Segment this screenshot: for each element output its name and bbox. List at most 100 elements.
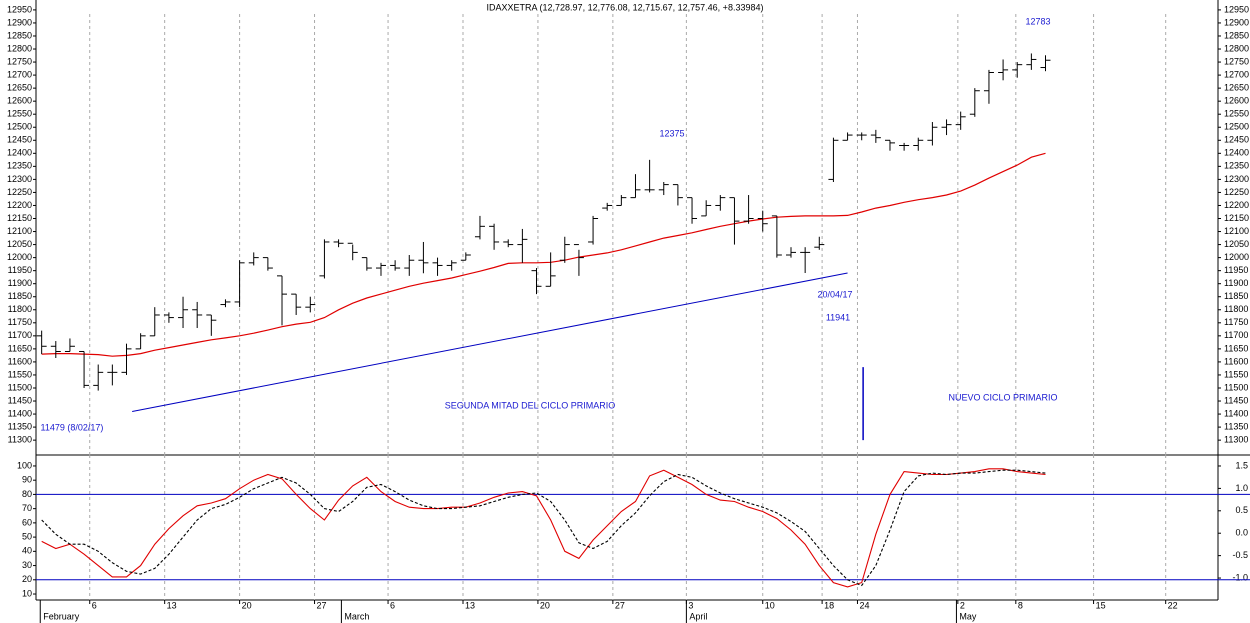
y2-tick-label: 11850: [1224, 291, 1248, 301]
x-tick-label: 24: [859, 600, 869, 610]
y-tick-label: 70: [22, 503, 32, 513]
y-tick-label: 12850: [7, 30, 32, 40]
y-tick-label: 90: [22, 475, 32, 485]
y2-tick-label: 11900: [1224, 278, 1248, 288]
x-tick-label: 20: [540, 600, 550, 610]
moving-average: [41, 152, 1046, 357]
y2-tick-label: 0.0: [1235, 528, 1248, 538]
y2-tick-label: 12700: [1224, 69, 1249, 79]
x-tick-label: 22: [1168, 600, 1178, 610]
y-tick-label: 30: [22, 560, 32, 570]
x-tick-label: 13: [465, 600, 475, 610]
y-tick-label: 11750: [8, 317, 32, 327]
y-tick-label: 12150: [7, 213, 32, 223]
month-label: March: [344, 611, 369, 621]
y-tick-label: 11850: [8, 291, 32, 301]
annotation: SEGUNDA MITAD DEL CICLO PRIMARIO: [445, 400, 616, 410]
y2-tick-label: 11400: [1224, 408, 1248, 418]
y2-tick-label: -1.0: [1232, 572, 1248, 582]
y2-tick-label: 1.5: [1235, 460, 1248, 470]
y2-tick-label: 12450: [1224, 135, 1249, 145]
y-tick-label: 12550: [7, 109, 32, 119]
y-tick-label: 12100: [7, 226, 32, 236]
y2-tick-label: 12650: [1224, 83, 1249, 93]
annotation: 11479 (8/02/17): [41, 422, 104, 432]
y-tick-label: 12750: [7, 56, 32, 66]
y2-tick-label: 1.0: [1235, 483, 1248, 493]
y2-tick-label: -0.5: [1232, 550, 1248, 560]
x-tick-label: 18: [824, 600, 834, 610]
y-tick-label: 12350: [7, 161, 32, 171]
y2-tick-label: 12750: [1224, 56, 1249, 66]
month-label: April: [689, 611, 707, 621]
y2-tick-label: 12900: [1224, 17, 1249, 27]
annotation: 11941: [826, 312, 850, 322]
y-tick-label: 11450: [8, 395, 32, 405]
x-tick-label: 15: [1096, 600, 1106, 610]
annotation: 12375: [659, 128, 684, 138]
y2-tick-label: 12250: [1224, 187, 1249, 197]
y-tick-label: 12450: [7, 135, 32, 145]
y2-tick-label: 12950: [1224, 4, 1249, 14]
y2-tick-label: 11450: [1224, 395, 1248, 405]
annotation: 12783: [1025, 16, 1050, 26]
y2-tick-label: 12500: [1224, 122, 1249, 132]
x-tick-label: 13: [167, 600, 177, 610]
y-tick-label: 20: [22, 574, 32, 584]
y-tick-label: 11550: [8, 369, 32, 379]
y-tick-label: 60: [22, 517, 32, 527]
y-tick-label: 12650: [7, 83, 32, 93]
y2-tick-label: 12550: [1224, 109, 1249, 119]
stochastic-line: [41, 468, 1046, 588]
y-tick-label: 11300: [8, 435, 32, 445]
y-tick-label: 12200: [7, 200, 32, 210]
y-tick-label: 100: [17, 460, 32, 470]
y-tick-label: 11650: [8, 343, 32, 353]
annotation: 20/04/17: [817, 289, 852, 299]
x-tick-label: 8: [1018, 600, 1023, 610]
y2-tick-label: 11600: [1224, 356, 1248, 366]
y-tick-label: 12500: [7, 122, 32, 132]
y2-tick-label: 12100: [1224, 226, 1249, 236]
x-tick-label: 27: [615, 600, 625, 610]
y2-tick-label: 11700: [1224, 330, 1248, 340]
y-tick-label: 11800: [8, 304, 32, 314]
y-tick-label: 10: [22, 588, 32, 598]
y-tick-label: 12250: [7, 187, 32, 197]
y2-tick-label: 11750: [1224, 317, 1248, 327]
y2-tick-label: 12800: [1224, 43, 1249, 53]
x-tick-label: 20: [242, 600, 252, 610]
y2-tick-label: 12050: [1224, 239, 1249, 249]
y-tick-label: 12600: [7, 96, 32, 106]
y-tick-label: 11400: [8, 408, 32, 418]
y2-tick-label: 11350: [1224, 421, 1248, 431]
x-tick-label: 27: [317, 600, 327, 610]
y2-tick-label: 11650: [1224, 343, 1248, 353]
y2-tick-label: 12300: [1224, 174, 1249, 184]
y-tick-label: 12950: [7, 4, 32, 14]
y-tick-label: 11900: [8, 278, 32, 288]
y-tick-label: 40: [22, 546, 32, 556]
x-tick-label: 3: [688, 600, 693, 610]
y2-tick-label: 11550: [1224, 369, 1248, 379]
x-tick-label: 2: [960, 600, 965, 610]
y2-tick-label: 12150: [1224, 213, 1249, 223]
x-tick-label: 6: [92, 600, 97, 610]
y-tick-label: 11350: [8, 421, 32, 431]
y2-tick-label: 12850: [1224, 30, 1249, 40]
x-tick-label: 10: [765, 600, 775, 610]
y2-tick-label: 11950: [1224, 265, 1248, 275]
y-tick-label: 11950: [8, 265, 32, 275]
y-tick-label: 12000: [7, 252, 32, 262]
trend-line: [132, 272, 848, 412]
y2-tick-label: 11800: [1224, 304, 1248, 314]
x-tick-label: 6: [390, 600, 395, 610]
chart-title: IDAXXETRA (12,728.97, 12,776.08, 12,715.…: [487, 2, 764, 12]
y2-tick-label: 12600: [1224, 96, 1249, 106]
y-tick-label: 11500: [8, 382, 32, 392]
month-label: February: [43, 611, 80, 621]
y-tick-label: 50: [22, 531, 32, 541]
y2-tick-label: 12200: [1224, 200, 1249, 210]
